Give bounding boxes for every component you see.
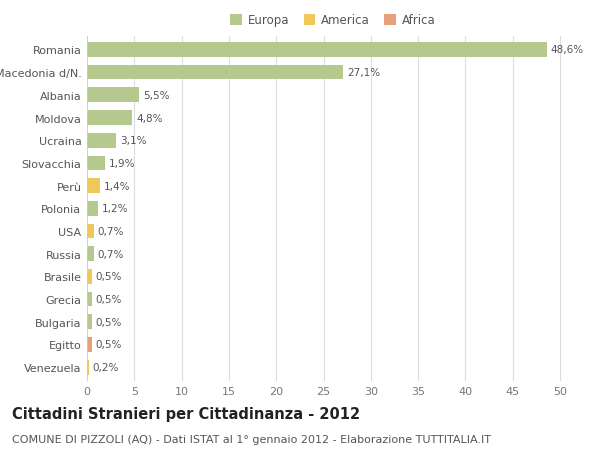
Bar	[87, 247, 94, 262]
Bar	[87, 134, 116, 148]
Text: 0,5%: 0,5%	[95, 294, 122, 304]
Text: 0,5%: 0,5%	[95, 272, 122, 282]
Bar	[87, 337, 92, 352]
Bar	[87, 315, 92, 330]
Bar	[87, 202, 98, 216]
Text: 1,2%: 1,2%	[102, 204, 128, 214]
Legend: Europa, America, Africa: Europa, America, Africa	[230, 14, 436, 28]
Text: COMUNE DI PIZZOLI (AQ) - Dati ISTAT al 1° gennaio 2012 - Elaborazione TUTTITALIA: COMUNE DI PIZZOLI (AQ) - Dati ISTAT al 1…	[12, 434, 491, 444]
Text: 4,8%: 4,8%	[136, 113, 163, 123]
Text: 5,5%: 5,5%	[143, 90, 169, 101]
Text: 48,6%: 48,6%	[551, 45, 584, 55]
Text: 1,4%: 1,4%	[104, 181, 131, 191]
Bar	[87, 43, 547, 58]
Text: 1,9%: 1,9%	[109, 158, 135, 168]
Bar	[87, 224, 94, 239]
Text: 0,7%: 0,7%	[97, 249, 124, 259]
Text: 0,2%: 0,2%	[92, 363, 119, 372]
Text: Cittadini Stranieri per Cittadinanza - 2012: Cittadini Stranieri per Cittadinanza - 2…	[12, 406, 360, 421]
Bar	[87, 111, 133, 126]
Text: 0,7%: 0,7%	[97, 226, 124, 236]
Text: 27,1%: 27,1%	[347, 68, 380, 78]
Bar	[87, 269, 92, 284]
Text: 3,1%: 3,1%	[120, 136, 146, 146]
Text: 0,5%: 0,5%	[95, 317, 122, 327]
Bar	[87, 360, 89, 375]
Bar	[87, 88, 139, 103]
Bar	[87, 292, 92, 307]
Text: 0,5%: 0,5%	[95, 340, 122, 350]
Bar	[87, 156, 105, 171]
Bar	[87, 66, 343, 80]
Bar	[87, 179, 100, 194]
